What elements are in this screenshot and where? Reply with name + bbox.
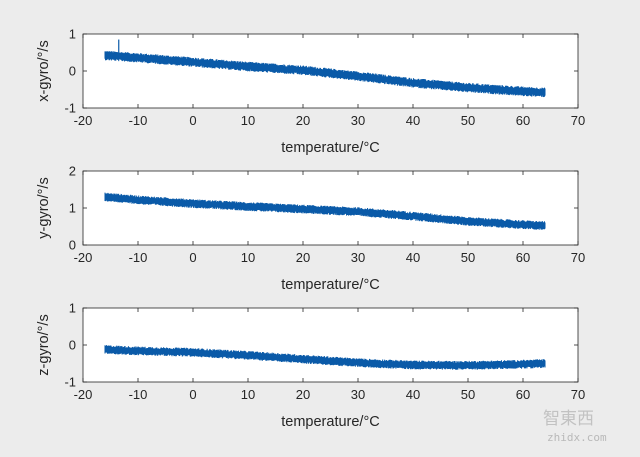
x-tick-label: -10 — [129, 387, 148, 402]
x-tick-label: 40 — [406, 387, 420, 402]
y-tick-label: 0 — [69, 64, 76, 79]
x-tick-label: 30 — [351, 113, 365, 128]
x-tick-label: 50 — [461, 387, 475, 402]
x-axis-label: temperature/°C — [281, 140, 379, 156]
y-axis-label: z-gyro/°/s — [36, 314, 52, 375]
chart-1: -20 -10 0 10 20 30 40 50 60 70-101temperature/°Cx… — [36, 27, 585, 157]
series-1-line — [104, 192, 546, 230]
x-tick-label: 60 — [516, 250, 530, 265]
x-tick-label: 40 — [406, 113, 420, 128]
x-tick-label: 50 — [461, 250, 475, 265]
y-tick-label: 0 — [69, 238, 76, 253]
x-tick-label: -20 — [74, 387, 93, 402]
x-tick-label: -20 — [74, 113, 93, 128]
x-tick-label: 60 — [516, 113, 530, 128]
y-tick-label: -1 — [64, 375, 76, 390]
watermark-logo: 智東西 — [543, 409, 594, 429]
chart-3: -20 -10 0 10 20 30 40 50 60 70-101temperature/°Cz… — [36, 301, 585, 431]
x-tick-label: 0 — [189, 113, 196, 128]
x-tick-label: 20 — [296, 113, 310, 128]
x-tick-label: 40 — [406, 250, 420, 265]
x-tick-label: 20 — [296, 250, 310, 265]
charts: -20 -10 0 10 20 30 40 50 60 70-101temperature/°Cx… — [36, 27, 585, 431]
series-1-line — [104, 51, 546, 98]
x-tick-label: 0 — [189, 387, 196, 402]
x-tick-label: 60 — [516, 387, 530, 402]
x-tick-label: 50 — [461, 113, 475, 128]
x-axis-label: temperature/°C — [281, 277, 379, 293]
x-axis-label: temperature/°C — [281, 414, 379, 430]
x-tick-label: -10 — [129, 250, 148, 265]
x-tick-label: 70 — [571, 387, 585, 402]
x-tick-label: 30 — [351, 387, 365, 402]
chart-2: -20 -10 0 10 20 30 40 50 60 70 0 1 2 temperature/°C y-… — [36, 164, 585, 294]
y-tick-label: 0 — [69, 338, 76, 353]
y-axis-label: y-gyro/°/s — [36, 177, 52, 238]
x-tick-label: 10 — [241, 250, 255, 265]
x-tick-label: 20 — [296, 387, 310, 402]
x-tick-label: 10 — [241, 387, 255, 402]
watermark: 智東西 zhidx.com — [543, 409, 607, 444]
y-axis-label: x-gyro/°/s — [36, 40, 52, 101]
x-tick-label: 10 — [241, 113, 255, 128]
x-tick-label: 70 — [571, 113, 585, 128]
y-tick-label: 1 — [69, 301, 76, 316]
x-tick-label: 70 — [571, 250, 585, 265]
x-tick-label: 30 — [351, 250, 365, 265]
x-tick-label: -10 — [129, 113, 148, 128]
series-1-line — [104, 345, 546, 370]
y-tick-label: 1 — [69, 201, 76, 216]
y-tick-label: 2 — [69, 164, 76, 179]
plot-area — [83, 308, 578, 382]
x-tick-label: 0 — [189, 250, 196, 265]
y-tick-label: -1 — [64, 101, 76, 116]
x-tick-label: -20 — [74, 250, 93, 265]
y-tick-label: 1 — [69, 27, 76, 42]
watermark-url: zhidx.com — [547, 431, 607, 444]
